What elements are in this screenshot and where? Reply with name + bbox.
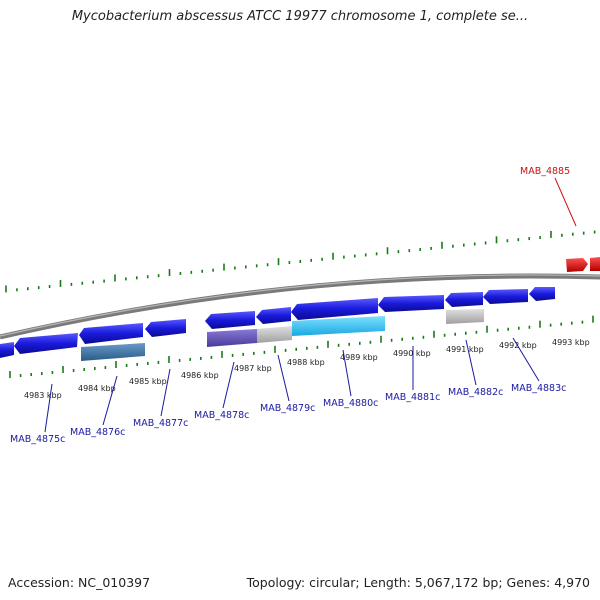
kbp-tick-label: 4987 kbp	[234, 364, 272, 373]
inner-tick-ring	[9, 315, 594, 379]
gene-arrow[interactable]	[14, 333, 78, 354]
kbp-tick-label: 4985 kbp	[129, 377, 167, 386]
accession-text: Accession: NC_010397	[8, 575, 151, 590]
gene-arrow[interactable]	[291, 298, 378, 320]
gene-label-leader	[554, 177, 577, 227]
gene-label-leader	[102, 375, 118, 426]
kbp-tick-label: 4986 kbp	[181, 371, 219, 380]
kbp-tick-label: 4990 kbp	[393, 349, 431, 358]
gene-arrow[interactable]	[79, 323, 143, 344]
gene-arrow[interactable]	[378, 295, 444, 312]
gene-arrow[interactable]	[256, 307, 291, 324]
gene-arrow[interactable]	[590, 257, 600, 271]
gene-label[interactable]: MAB_4878c	[194, 410, 249, 421]
reverse-strand-genes	[0, 287, 555, 358]
kbp-tick-label: 4989 kbp	[340, 353, 378, 362]
feature-block[interactable]	[446, 309, 484, 324]
kbp-tick-label: 4993 kbp	[552, 338, 590, 347]
gene-label[interactable]: MAB_4881c	[385, 392, 440, 403]
kbp-tick-label: 4991 kbp	[446, 345, 484, 354]
gene-arrow[interactable]	[205, 311, 255, 329]
feature-block[interactable]	[207, 329, 257, 347]
feature-block[interactable]	[292, 316, 385, 336]
gene-arrow[interactable]	[483, 289, 528, 304]
gene-label[interactable]: MAB_4880c	[323, 398, 378, 409]
forward-strand-genes	[566, 257, 600, 272]
inner-features	[81, 309, 484, 361]
gene-label-leader	[465, 339, 477, 386]
gene-arrow[interactable]	[445, 292, 483, 307]
gene-label-leader	[277, 354, 290, 402]
gene-label[interactable]: MAB_4877c	[133, 418, 188, 429]
gene-arrow[interactable]	[529, 287, 555, 301]
feature-block[interactable]	[81, 343, 145, 361]
outer-tick-ring	[5, 230, 596, 293]
chromosome-backbone-highlight	[0, 274, 600, 337]
gene-label[interactable]: MAB_4882c	[448, 387, 503, 398]
gene-label-leader	[44, 383, 53, 433]
kbp-tick-label: 4988 kbp	[287, 358, 325, 367]
gene-label[interactable]: MAB_4875c	[10, 434, 65, 445]
gene-labels: MAB_4885 MAB_4875c MAB_4876c MAB_4877c MAB_4…	[10, 166, 577, 445]
chromosome-backbone	[0, 273, 600, 340]
kbp-tick-label: 4983 kbp	[24, 391, 62, 400]
feature-block[interactable]	[257, 326, 292, 343]
gene-arrow[interactable]	[566, 258, 588, 272]
gene-label[interactable]: MAB_4876c	[70, 427, 125, 438]
gene-label-leader	[160, 368, 171, 417]
gene-label[interactable]: MAB_4879c	[260, 403, 315, 414]
map-title: Mycobacterium abscessus ATCC 19977 chrom…	[71, 9, 529, 24]
gene-label[interactable]: MAB_4883c	[511, 383, 566, 394]
gene-label-leader	[222, 361, 235, 409]
genome-summary-text: Topology: circular; Length: 5,067,172 bp…	[246, 575, 590, 590]
kbp-tick-label: 4984 kbp	[78, 384, 116, 393]
gene-label-leader	[512, 337, 540, 382]
gene-arrow[interactable]	[145, 319, 186, 337]
gene-label-leader	[342, 349, 352, 397]
gene-arrow[interactable]	[0, 342, 14, 358]
gene-label[interactable]: MAB_4885	[520, 166, 570, 177]
